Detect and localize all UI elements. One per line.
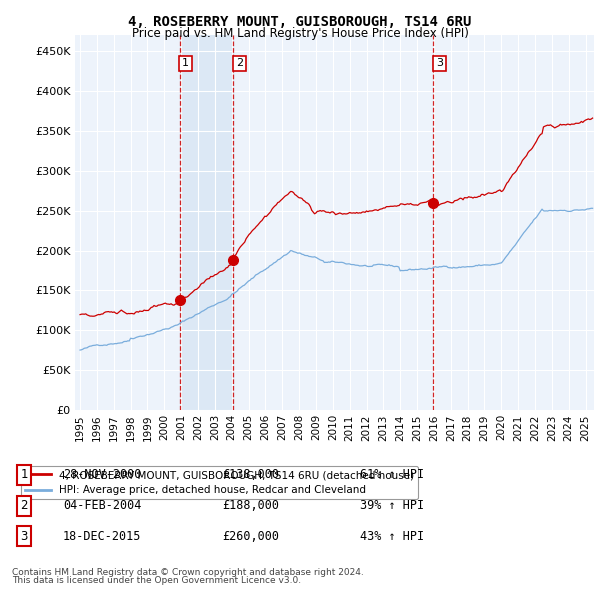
Text: 1: 1 [182, 58, 189, 68]
Text: Price paid vs. HM Land Registry's House Price Index (HPI): Price paid vs. HM Land Registry's House … [131, 27, 469, 40]
Text: 43% ↑ HPI: 43% ↑ HPI [360, 530, 424, 543]
Text: 1: 1 [20, 468, 28, 481]
Text: 2: 2 [20, 499, 28, 512]
Text: This data is licensed under the Open Government Licence v3.0.: This data is licensed under the Open Gov… [12, 576, 301, 585]
Text: £260,000: £260,000 [222, 530, 279, 543]
Text: 3: 3 [20, 530, 28, 543]
Text: 2: 2 [236, 58, 243, 68]
Text: 18-DEC-2015: 18-DEC-2015 [63, 530, 142, 543]
Text: 4, ROSEBERRY MOUNT, GUISBOROUGH, TS14 6RU: 4, ROSEBERRY MOUNT, GUISBOROUGH, TS14 6R… [128, 15, 472, 29]
Text: Contains HM Land Registry data © Crown copyright and database right 2024.: Contains HM Land Registry data © Crown c… [12, 568, 364, 577]
Text: £188,000: £188,000 [222, 499, 279, 512]
Legend: 4, ROSEBERRY MOUNT, GUISBOROUGH, TS14 6RU (detached house), HPI: Average price, : 4, ROSEBERRY MOUNT, GUISBOROUGH, TS14 6R… [20, 466, 418, 499]
Text: 39% ↑ HPI: 39% ↑ HPI [360, 499, 424, 512]
Bar [179, 35, 233, 410]
Text: 28-NOV-2000: 28-NOV-2000 [63, 468, 142, 481]
Text: 04-FEB-2004: 04-FEB-2004 [63, 499, 142, 512]
Text: 61% ↑ HPI: 61% ↑ HPI [360, 468, 424, 481]
Text: £138,000: £138,000 [222, 468, 279, 481]
Text: 3: 3 [436, 58, 443, 68]
